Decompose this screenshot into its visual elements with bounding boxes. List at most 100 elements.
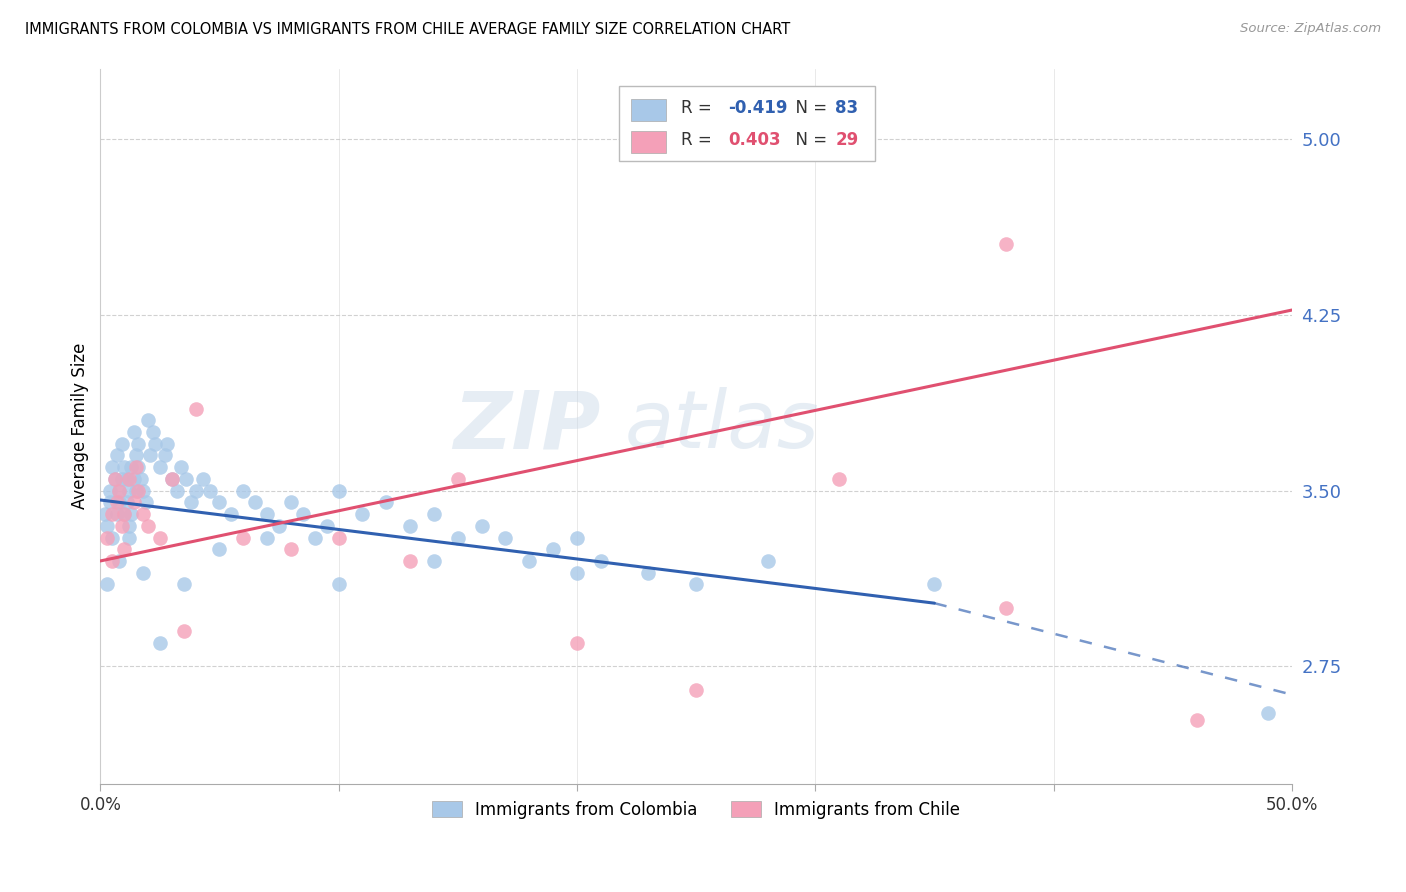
Point [399, 518, 422, 533]
Point [352, 507, 374, 521]
Point [127, 436, 149, 450]
Point [115, 495, 138, 509]
Point [160, 472, 183, 486]
Point [101, 531, 124, 545]
Point [111, 518, 134, 533]
Point [756, 554, 779, 568]
Point [232, 531, 254, 545]
Point [423, 554, 446, 568]
Point [637, 566, 659, 580]
Point [111, 472, 134, 486]
Point [565, 566, 588, 580]
Point [517, 554, 540, 568]
Point [153, 449, 176, 463]
Point [112, 507, 135, 521]
Point [565, 636, 588, 650]
Point [118, 472, 141, 486]
Point [125, 449, 148, 463]
Point [108, 554, 131, 568]
Point [122, 472, 145, 486]
Point [118, 531, 141, 545]
Point [267, 518, 290, 533]
Point [166, 483, 188, 498]
Text: atlas: atlas [624, 387, 820, 465]
Point [112, 542, 135, 557]
Text: N =: N = [786, 131, 832, 149]
Point [115, 472, 138, 486]
Point [136, 518, 159, 533]
Text: R =: R = [681, 131, 717, 149]
Point [129, 472, 152, 486]
Point [127, 460, 149, 475]
Point [132, 483, 155, 498]
Point [423, 507, 446, 521]
Point [328, 531, 350, 545]
Point [118, 483, 141, 498]
Point [173, 624, 195, 639]
Point [471, 518, 494, 533]
Point [96, 531, 118, 545]
Point [1257, 706, 1279, 721]
Point [125, 483, 148, 498]
Point [132, 507, 155, 521]
Point [541, 542, 564, 557]
Legend: Immigrants from Colombia, Immigrants from Chile: Immigrants from Colombia, Immigrants fro… [425, 794, 967, 825]
Bar [630, 99, 666, 120]
Point [280, 542, 302, 557]
Point [127, 483, 149, 498]
Point [101, 460, 124, 475]
Text: -0.419: -0.419 [728, 99, 787, 117]
Point [98, 483, 121, 498]
Point [125, 460, 148, 475]
Point [174, 472, 197, 486]
Point [120, 460, 142, 475]
Text: R =: R = [681, 99, 717, 117]
Point [132, 566, 155, 580]
Y-axis label: Average Family Size: Average Family Size [72, 343, 89, 509]
Point [108, 495, 131, 509]
Point [304, 531, 326, 545]
Point [447, 472, 470, 486]
Bar [619, 87, 875, 161]
Point [105, 507, 128, 521]
Point [994, 237, 1017, 252]
Point [112, 460, 135, 475]
Point [828, 472, 851, 486]
Point [149, 460, 172, 475]
Point [170, 460, 193, 475]
Point [685, 682, 707, 697]
Point [589, 554, 612, 568]
Point [328, 483, 350, 498]
Point [98, 495, 121, 509]
Point [108, 483, 131, 498]
Point [256, 507, 278, 521]
Point [105, 449, 128, 463]
Point [1185, 714, 1208, 728]
Point [184, 483, 207, 498]
Point [122, 425, 145, 439]
Point [994, 600, 1017, 615]
Point [135, 495, 157, 509]
Point [149, 531, 172, 545]
Point [104, 472, 127, 486]
Point [399, 554, 422, 568]
Point [105, 495, 128, 509]
Point [291, 507, 314, 521]
Text: 83: 83 [835, 99, 859, 117]
Point [494, 531, 516, 545]
Point [198, 483, 221, 498]
Point [208, 542, 231, 557]
Point [120, 507, 142, 521]
Point [139, 449, 162, 463]
Point [173, 577, 195, 591]
Point [136, 413, 159, 427]
Point [184, 401, 207, 416]
Point [149, 636, 172, 650]
Point [328, 577, 350, 591]
Point [104, 472, 127, 486]
Point [156, 436, 179, 450]
Text: 0.403: 0.403 [728, 131, 780, 149]
Text: 29: 29 [835, 131, 859, 149]
Point [101, 507, 124, 521]
Point [160, 472, 183, 486]
